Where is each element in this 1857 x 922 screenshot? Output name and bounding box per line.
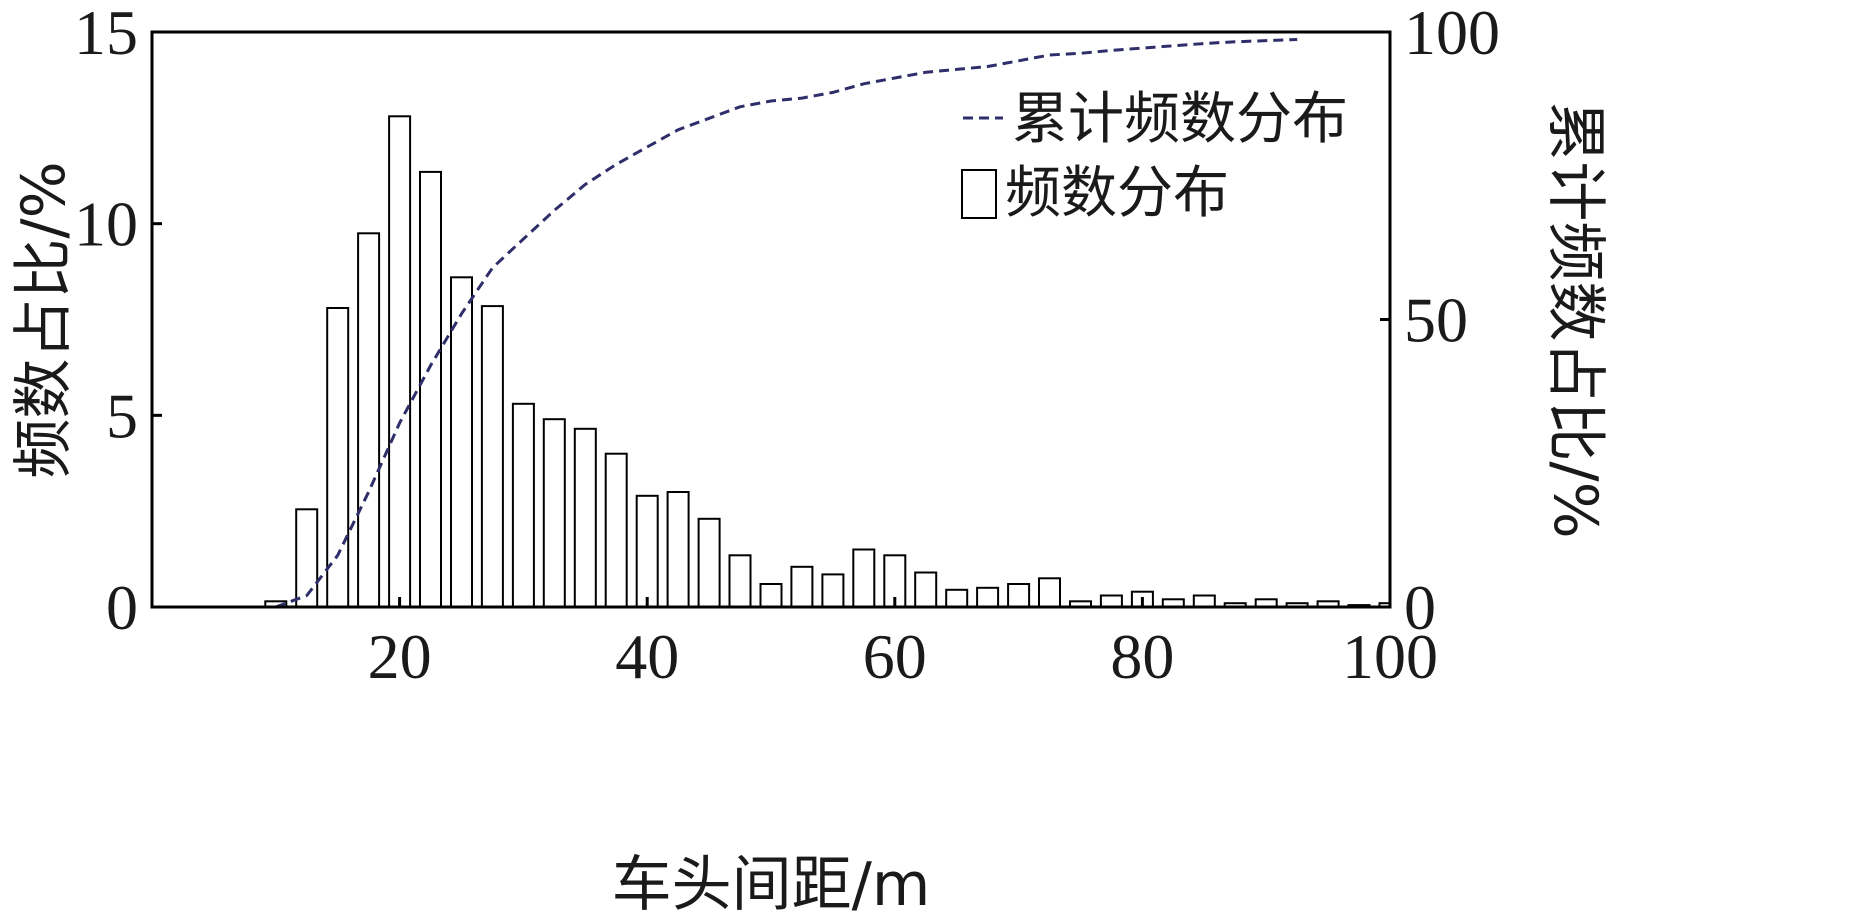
- bar: [666, 491, 690, 608]
- bar: [295, 508, 319, 609]
- y-tick-label: 10: [74, 189, 138, 260]
- bar: [326, 307, 350, 608]
- bar: [1007, 583, 1031, 608]
- bar: [759, 583, 783, 608]
- bars-group: [264, 115, 1391, 609]
- x-axis-ticks: 20 40 60 80 100: [368, 597, 1438, 692]
- legend-label-frequency: 频数分布: [1005, 161, 1229, 226]
- cumulative-line-group: [275, 38, 1298, 609]
- y2-tick-label: 0: [1404, 572, 1436, 643]
- x-axis-label: 车头间距/m: [612, 850, 931, 920]
- y-axis-left-label: 频数占比/%: [9, 161, 79, 478]
- bar: [821, 573, 845, 609]
- bar: [511, 402, 535, 608]
- bar: [790, 565, 814, 609]
- x-tick-label: 100: [1342, 621, 1438, 692]
- x-tick-label: 60: [863, 621, 927, 692]
- bar: [480, 305, 504, 608]
- bar: [1192, 594, 1216, 608]
- bar: [728, 554, 752, 609]
- bar: [635, 494, 659, 608]
- y2-tick-label: 100: [1404, 0, 1500, 68]
- y-tick-label: 15: [74, 0, 138, 68]
- bar: [1038, 577, 1061, 609]
- bar: [945, 588, 969, 609]
- bar: [419, 170, 442, 608]
- x-tick-label: 40: [615, 621, 679, 692]
- bar: [976, 586, 1000, 608]
- bar: [542, 418, 566, 609]
- cumulative-line: [275, 38, 1298, 609]
- y-axis-left-ticks: 0 5 10 15: [74, 0, 162, 643]
- x-tick-label: 20: [368, 621, 432, 692]
- bar: [357, 232, 381, 609]
- y-tick-label: 5: [106, 380, 138, 451]
- legend-bar-swatch: [961, 169, 997, 219]
- bar: [914, 571, 938, 608]
- legend: 累计频数分布 频数分布: [961, 87, 1348, 226]
- y-axis-right-label: 累计频数占比/%: [1540, 101, 1610, 538]
- bar: [388, 115, 412, 609]
- bar: [604, 452, 628, 609]
- y2-tick-label: 50: [1404, 285, 1468, 356]
- bar: [1099, 594, 1123, 608]
- y-axis-right-ticks: 0 50 100: [1380, 0, 1500, 643]
- y-tick-label: 0: [106, 572, 138, 643]
- bar: [852, 548, 876, 608]
- x-tick-label: 80: [1110, 621, 1174, 692]
- bar: [573, 427, 597, 609]
- legend-label-cumulative: 累计频数分布: [1012, 87, 1348, 152]
- bar: [697, 517, 721, 608]
